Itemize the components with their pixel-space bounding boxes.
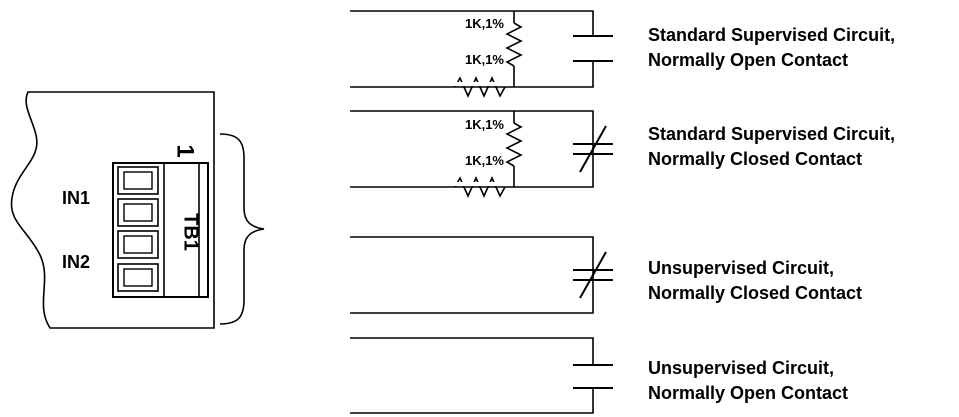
caption-line-1: Standard Supervised Circuit,	[648, 25, 896, 45]
caption-line-1: Unsupervised Circuit,	[648, 258, 835, 278]
resistor-label: 1K,1%	[465, 52, 504, 67]
pin-number-label: 1	[172, 144, 199, 157]
caption-circuit-3: Unsupervised Circuit, Normally Closed Co…	[648, 256, 862, 306]
resistor-label: 1K,1%	[465, 16, 504, 31]
caption-line-2: Normally Open Contact	[648, 383, 849, 403]
resistor-label: 1K,1%	[465, 153, 504, 168]
circuit-supervised-nc: 1K,1% 1K,1%	[350, 110, 613, 198]
board-outline	[10, 91, 215, 329]
screw-terminal	[117, 230, 159, 259]
screw-terminal	[117, 166, 159, 195]
caption-circuit-4: Unsupervised Circuit, Normally Open Cont…	[648, 356, 848, 406]
resistor-parallel	[505, 122, 523, 167]
caption-line-1: Unsupervised Circuit,	[648, 358, 835, 378]
input-label-in2: IN2	[62, 252, 90, 272]
terminal-block: TB1 1	[112, 144, 209, 298]
resistor-label: 1K,1%	[465, 117, 504, 132]
circuit-unsupervised-no	[350, 337, 613, 414]
screw-terminal	[117, 263, 159, 292]
terminal-block-label: TB1	[180, 213, 202, 251]
caption-circuit-1: Standard Supervised Circuit, Normally Op…	[648, 23, 895, 73]
resistor-parallel	[505, 22, 523, 67]
resistor-series	[454, 176, 506, 198]
input-label-in1: IN1	[62, 188, 90, 208]
circuit-supervised-no: 1K,1% 1K,1%	[350, 10, 613, 98]
circuit-unsupervised-nc	[350, 236, 613, 314]
caption-circuit-2: Standard Supervised Circuit, Normally Cl…	[648, 122, 895, 172]
contact-slash	[579, 251, 607, 299]
caption-line-2: Normally Open Contact	[648, 50, 849, 70]
caption-line-2: Normally Closed Contact	[648, 149, 863, 169]
contact-slash	[579, 125, 607, 173]
caption-line-1: Standard Supervised Circuit,	[648, 124, 896, 144]
resistor-series	[454, 76, 506, 98]
caption-line-2: Normally Closed Contact	[648, 283, 863, 303]
curly-brace	[219, 133, 265, 325]
screw-terminal	[117, 198, 159, 227]
